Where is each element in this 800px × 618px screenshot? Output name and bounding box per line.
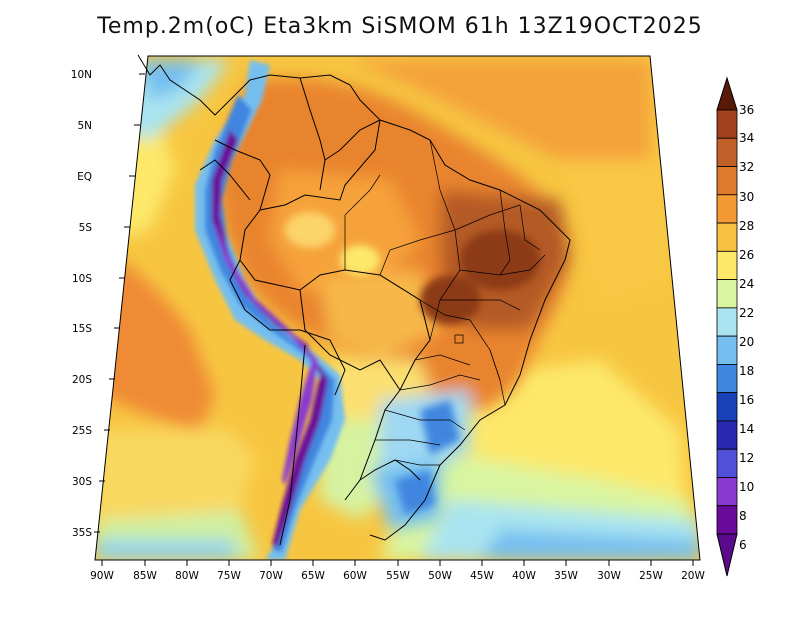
- colorbar-label-14: 14: [739, 422, 754, 436]
- lat-label-10n: 10N: [71, 69, 92, 81]
- lat-label-10s: 10S: [72, 273, 92, 285]
- lat-label-5n: 5N: [77, 120, 92, 132]
- colorbar-label-28: 28: [739, 219, 754, 233]
- lat-label-15s: 15S: [72, 323, 92, 335]
- lat-label-35s: 35S: [72, 527, 92, 539]
- lat-label-25s: 25S: [72, 425, 92, 437]
- temperature-field: [95, 56, 700, 560]
- colorbar-swatch: [716, 307, 738, 337]
- colorbar-swatch: [716, 137, 738, 167]
- lat-label-30s: 30S: [72, 476, 92, 488]
- lon-label-90w: 90W: [90, 570, 114, 582]
- lon-label-30w: 30W: [597, 570, 621, 582]
- colorbar-label-8: 8: [739, 509, 747, 523]
- colorbar-label-6: 6: [739, 538, 747, 552]
- lat-label-5s: 5S: [79, 222, 93, 234]
- colorbar-label-18: 18: [739, 364, 754, 378]
- colorbar: 36 34 32 30 28 26 24 22 20 18 16 14 12 1…: [716, 76, 754, 577]
- colorbar-label-24: 24: [739, 277, 754, 291]
- lon-label-35w: 35W: [554, 570, 578, 582]
- colorbar-label-36: 36: [739, 103, 754, 117]
- lon-label-75w: 75W: [217, 570, 241, 582]
- colorbar-label-20: 20: [739, 335, 754, 349]
- colorbar-label-34: 34: [739, 131, 754, 145]
- colorbar-swatch: [716, 505, 738, 535]
- lon-label-80w: 80W: [175, 570, 199, 582]
- colorbar-swatch: [716, 166, 738, 196]
- colorbar-label-10: 10: [739, 480, 754, 494]
- lat-label-eq: EQ: [77, 171, 92, 183]
- lon-label-65w: 65W: [301, 570, 325, 582]
- map-frame: [94, 55, 701, 561]
- lon-label-55w: 55W: [386, 570, 410, 582]
- lon-label-20w: 20W: [681, 570, 705, 582]
- colorbar-swatch: [716, 109, 738, 139]
- lon-label-50w: 50W: [428, 570, 452, 582]
- colorbar-swatch: [716, 363, 738, 394]
- colorbar-swatch: [716, 335, 738, 365]
- longitude-labels: 90W 85W 80W 75W 70W 65W 60W 55W 50W 45W …: [90, 570, 705, 582]
- colorbar-label-26: 26: [739, 248, 754, 262]
- colorbar-swatch: [716, 392, 738, 422]
- lon-label-40w: 40W: [512, 570, 536, 582]
- colorbar-swatch: [716, 420, 738, 450]
- colorbar-label-30: 30: [739, 190, 754, 204]
- colorbar-arrow-bottom: [716, 533, 738, 577]
- country-borders: [137, 54, 571, 546]
- chart-title: Temp.2m(oC) Eta3km SiSMOM 61h 13Z19OCT20…: [97, 14, 703, 39]
- colorbar-arrow-top: [716, 76, 738, 111]
- colorbar-swatch: [716, 279, 738, 309]
- longitude-axis: [101, 560, 694, 566]
- colorbar-swatch: [716, 222, 738, 252]
- colorbar-label-32: 32: [739, 160, 754, 174]
- latitude-labels: 10N 5N EQ 5S 10S 15S 20S 25S 30S 35S: [71, 69, 93, 539]
- lon-label-70w: 70W: [259, 570, 283, 582]
- colorbar-label-22: 22: [739, 306, 754, 320]
- lat-label-20s: 20S: [72, 374, 92, 386]
- state-borders: [344, 139, 546, 466]
- lon-label-45w: 45W: [470, 570, 494, 582]
- lon-label-85w: 85W: [133, 570, 157, 582]
- latitude-axis: [94, 73, 145, 533]
- colorbar-swatch: [716, 477, 738, 507]
- colorbar-swatch: [716, 448, 738, 478]
- colorbar-label-12: 12: [739, 451, 754, 465]
- colorbar-swatch: [716, 250, 738, 280]
- lon-label-25w: 25W: [639, 570, 663, 582]
- lon-label-60w: 60W: [343, 570, 367, 582]
- colorbar-swatch: [716, 194, 738, 224]
- colorbar-label-16: 16: [739, 393, 754, 407]
